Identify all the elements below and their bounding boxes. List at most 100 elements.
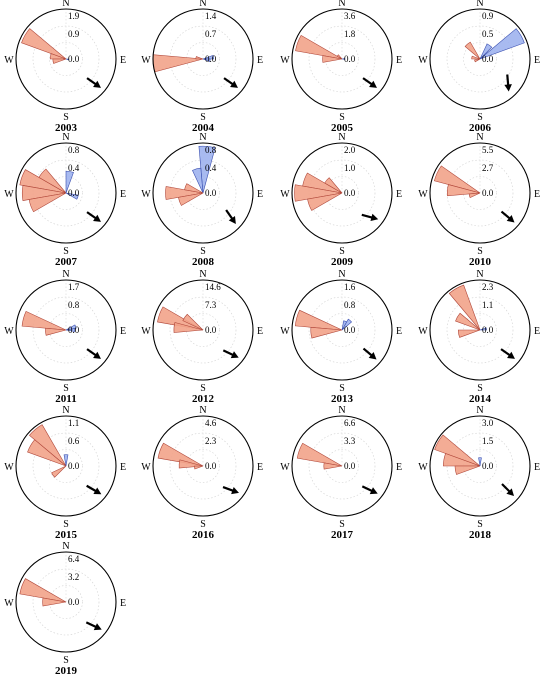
year-label: 2016 bbox=[192, 529, 215, 541]
radial-tick-label: 3.2 bbox=[68, 572, 79, 582]
rose-bar bbox=[479, 43, 493, 60]
rose-panel-2019: 6.4 3.2 0.0 N S E W 2019 bbox=[4, 541, 126, 677]
radial-tick-label: 0.0 bbox=[482, 461, 494, 471]
radial-tick-label: 0.0 bbox=[482, 188, 494, 198]
grid-ring bbox=[186, 313, 220, 347]
compass-west-label: W bbox=[4, 462, 14, 473]
mean-direction-arrow-head bbox=[93, 623, 102, 631]
compass-west-label: W bbox=[141, 462, 151, 473]
radial-tick-label: 3.6 bbox=[344, 11, 356, 21]
compass-north-label: N bbox=[476, 405, 483, 416]
compass-east-label: E bbox=[257, 462, 263, 473]
compass-north-label: N bbox=[338, 269, 345, 280]
compass-east-label: E bbox=[396, 326, 402, 337]
outer-circle bbox=[15, 279, 117, 381]
rose-bar bbox=[65, 192, 79, 200]
compass-north-label: N bbox=[62, 405, 69, 416]
outer-circle bbox=[291, 142, 393, 244]
compass-west-label: W bbox=[280, 462, 290, 473]
radial-tick-label: 6.6 bbox=[344, 418, 356, 428]
rose-bar bbox=[478, 457, 482, 467]
year-label: 2019 bbox=[55, 665, 78, 677]
compass-west-label: W bbox=[4, 326, 14, 337]
year-label: 2004 bbox=[192, 122, 215, 134]
mean-direction-arrow-shaft bbox=[222, 349, 235, 357]
rose-panel-2010: 5.5 2.7 0.0 N S E W 2010 bbox=[418, 132, 540, 268]
compass-west-label: W bbox=[141, 326, 151, 337]
radial-tick-label: 1.9 bbox=[68, 11, 80, 21]
rose-bar bbox=[19, 578, 67, 603]
year-label: 2008 bbox=[192, 256, 215, 268]
radial-tick-label: 0.0 bbox=[68, 325, 80, 335]
compass-east-label: E bbox=[534, 189, 540, 200]
mean-direction-arrow-head bbox=[93, 80, 101, 88]
grid-ring bbox=[463, 176, 497, 210]
rose-panel-2008: 0.8 0.4 0.0 N S E W 2008 bbox=[141, 132, 263, 268]
rose-panel-2004: 1.4 0.7 0.0 N S E W 2004 bbox=[141, 0, 263, 134]
grid-ring bbox=[463, 42, 497, 76]
mean-direction-arrow-head bbox=[507, 351, 515, 359]
rose-bar bbox=[65, 328, 76, 332]
compass-south-label: S bbox=[477, 112, 483, 123]
rose-panel-2016: 4.6 2.3 0.0 N S E W 2016 bbox=[141, 405, 263, 541]
rose-bar bbox=[42, 597, 67, 607]
rose-panel-2011: 1.7 0.8 0.0 N S E W 2011 bbox=[4, 269, 126, 405]
compass-south-label: S bbox=[200, 519, 206, 530]
compass-west-label: W bbox=[4, 598, 14, 609]
radial-tick-label: 2.0 bbox=[344, 145, 356, 155]
compass-east-label: E bbox=[120, 598, 126, 609]
rose-bar bbox=[49, 53, 67, 60]
mean-direction-arrow-head bbox=[93, 214, 101, 222]
rose-bar bbox=[341, 320, 348, 331]
rose-bar bbox=[19, 169, 67, 194]
radial-tick-label: 0.8 bbox=[68, 300, 80, 310]
mean-direction-arrow-head bbox=[506, 488, 515, 497]
radial-tick-label: 0.7 bbox=[205, 29, 217, 39]
compass-north-label: N bbox=[476, 0, 483, 9]
radial-tick-label: 3.3 bbox=[344, 436, 356, 446]
compass-north-label: N bbox=[62, 269, 69, 280]
rose-bar bbox=[471, 55, 481, 60]
rose-bar bbox=[165, 186, 204, 200]
outer-circle bbox=[152, 279, 254, 381]
mean-direction-arrow-head bbox=[504, 84, 512, 92]
mean-direction-arrow-shaft bbox=[500, 210, 512, 221]
rose-panel-2005: 3.6 1.8 0.0 N S E W 2005 bbox=[280, 0, 402, 134]
rose-bar bbox=[443, 453, 481, 467]
rose-bar bbox=[52, 58, 67, 64]
compass-north-label: N bbox=[338, 405, 345, 416]
rose-panel-2006: 0.9 0.5 0.0 N S E W 2006 bbox=[418, 0, 540, 134]
compass-east-label: E bbox=[120, 189, 126, 200]
radial-tick-label: 0.0 bbox=[205, 54, 217, 64]
rose-bar bbox=[322, 55, 343, 63]
compass-north-label: N bbox=[199, 405, 206, 416]
radial-tick-label: 3.0 bbox=[482, 418, 494, 428]
rose-bar bbox=[468, 192, 481, 199]
rose-bar bbox=[295, 34, 343, 60]
radial-tick-label: 1.8 bbox=[344, 29, 356, 39]
rose-bar bbox=[433, 165, 481, 194]
radial-tick-label: 1.1 bbox=[482, 300, 493, 310]
radial-tick-label: 0.5 bbox=[482, 29, 494, 39]
radial-tick-label: 14.6 bbox=[205, 282, 221, 292]
mean-direction-arrow-shaft bbox=[361, 485, 374, 493]
year-label: 2012 bbox=[192, 393, 215, 405]
rose-bar bbox=[173, 322, 204, 333]
rose-bar bbox=[341, 318, 353, 331]
outer-circle bbox=[152, 8, 254, 110]
grid-ring bbox=[463, 313, 497, 347]
outer-circle bbox=[15, 8, 117, 110]
compass-north-label: N bbox=[199, 0, 206, 9]
grid-ring bbox=[186, 449, 220, 483]
rose-panel-2014: 2.3 1.1 0.0 N S E W 2014 bbox=[418, 269, 540, 405]
rose-bar bbox=[65, 58, 69, 61]
year-label: 2014 bbox=[469, 393, 492, 405]
outer-circle bbox=[429, 279, 531, 381]
compass-south-label: S bbox=[477, 383, 483, 394]
grid-ring bbox=[325, 42, 359, 76]
compass-west-label: W bbox=[418, 462, 428, 473]
rose-bar bbox=[51, 465, 67, 478]
rose-bar bbox=[479, 28, 525, 60]
mean-direction-arrow-head bbox=[230, 80, 238, 88]
